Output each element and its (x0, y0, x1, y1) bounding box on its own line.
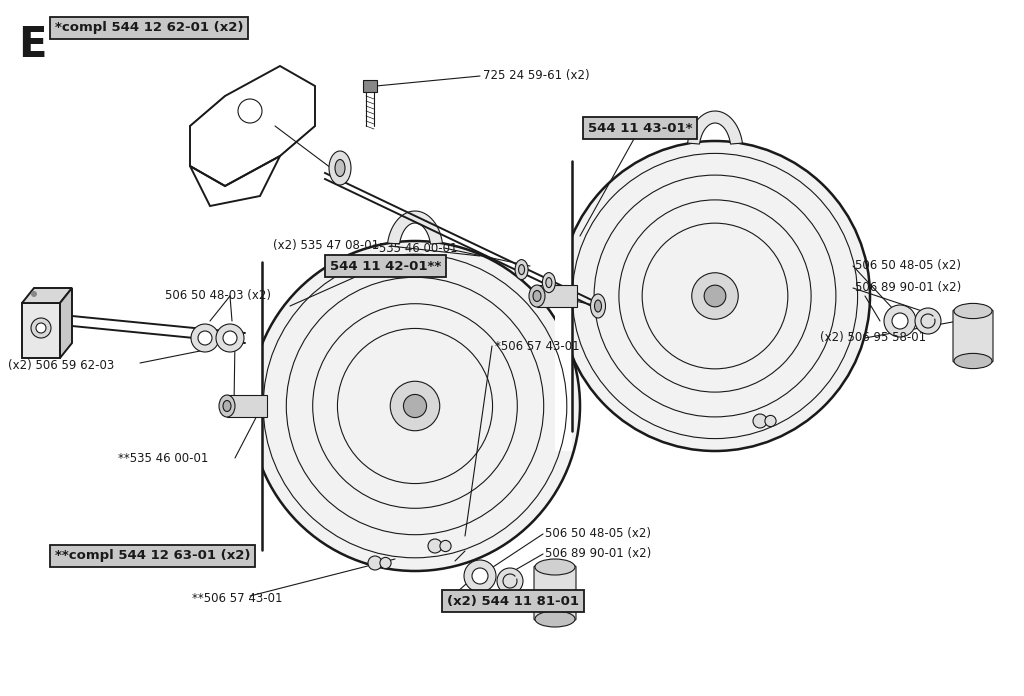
Text: 506 50 48-05 (x2): 506 50 48-05 (x2) (855, 260, 961, 273)
Circle shape (223, 331, 237, 345)
Ellipse shape (329, 151, 351, 185)
Ellipse shape (335, 159, 345, 177)
Text: 725 24 59-61 (x2): 725 24 59-61 (x2) (483, 70, 590, 83)
Ellipse shape (595, 300, 601, 312)
Ellipse shape (591, 294, 605, 318)
Circle shape (472, 568, 488, 584)
Ellipse shape (954, 354, 992, 369)
Text: 544 11 42-01**: 544 11 42-01** (330, 260, 441, 273)
Ellipse shape (223, 400, 231, 411)
Circle shape (36, 323, 46, 333)
Text: 544 11 43-01*: 544 11 43-01* (588, 122, 692, 134)
Ellipse shape (529, 285, 545, 307)
Ellipse shape (219, 395, 234, 417)
Circle shape (31, 318, 51, 338)
Circle shape (368, 556, 382, 570)
Circle shape (428, 539, 442, 553)
Polygon shape (60, 288, 72, 358)
Polygon shape (22, 288, 72, 303)
Polygon shape (687, 111, 742, 144)
Ellipse shape (546, 278, 552, 287)
Text: (x2) 544 11 81-01: (x2) 544 11 81-01 (447, 594, 579, 608)
FancyBboxPatch shape (534, 566, 575, 620)
Ellipse shape (535, 559, 575, 575)
Circle shape (191, 324, 219, 352)
Ellipse shape (543, 273, 555, 292)
Circle shape (753, 414, 767, 428)
Circle shape (216, 324, 244, 352)
Polygon shape (387, 211, 442, 244)
Circle shape (403, 395, 427, 418)
Text: (x2) 506 95 58-01: (x2) 506 95 58-01 (820, 331, 926, 345)
FancyBboxPatch shape (953, 310, 993, 362)
Text: (x2) 535 47 08-01: (x2) 535 47 08-01 (273, 239, 379, 253)
Text: 506 89 90-01 (x2): 506 89 90-01 (x2) (545, 548, 651, 560)
FancyBboxPatch shape (227, 395, 267, 417)
Ellipse shape (535, 611, 575, 627)
Polygon shape (22, 303, 60, 358)
Circle shape (892, 313, 908, 329)
Text: **compl 544 12 63-01 (x2): **compl 544 12 63-01 (x2) (55, 550, 251, 562)
Circle shape (464, 560, 496, 592)
Ellipse shape (518, 264, 524, 275)
FancyBboxPatch shape (362, 80, 377, 92)
Circle shape (884, 305, 916, 337)
Circle shape (497, 568, 523, 594)
Text: 506 50 48-03 (x2): 506 50 48-03 (x2) (165, 290, 271, 303)
Text: *compl 544 12 62-01 (x2): *compl 544 12 62-01 (x2) (55, 22, 244, 35)
Circle shape (250, 241, 580, 571)
Bar (245, 241, 262, 571)
Circle shape (560, 141, 870, 451)
FancyBboxPatch shape (537, 285, 577, 307)
Circle shape (440, 540, 452, 552)
Ellipse shape (534, 290, 541, 301)
Circle shape (692, 273, 738, 319)
Text: **506 57 43-01: **506 57 43-01 (193, 592, 283, 606)
Text: 506 89 90-01 (x2): 506 89 90-01 (x2) (855, 281, 962, 294)
Text: 506 50 48-05 (x2): 506 50 48-05 (x2) (545, 528, 651, 541)
Text: *535 46 00-01: *535 46 00-01 (373, 242, 458, 255)
Circle shape (390, 381, 439, 431)
Circle shape (915, 308, 941, 334)
Circle shape (705, 285, 726, 307)
Text: (x2) 506 59 62-03: (x2) 506 59 62-03 (8, 360, 115, 372)
Circle shape (31, 291, 37, 297)
Ellipse shape (515, 260, 528, 280)
Circle shape (765, 416, 776, 427)
Text: E: E (18, 24, 46, 66)
Bar (555, 141, 572, 451)
Circle shape (380, 557, 391, 569)
Text: *506 57 43-01: *506 57 43-01 (495, 340, 580, 352)
Circle shape (198, 331, 212, 345)
Text: **535 46 00-01: **535 46 00-01 (118, 452, 208, 464)
Ellipse shape (954, 303, 992, 319)
